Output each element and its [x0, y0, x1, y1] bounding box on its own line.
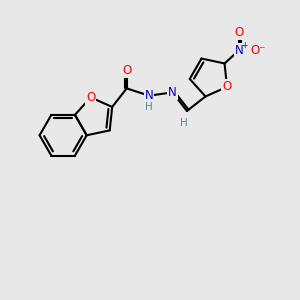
Text: O: O	[222, 80, 232, 93]
Text: H: H	[145, 102, 153, 112]
Text: H: H	[179, 118, 187, 128]
Text: N: N	[145, 89, 154, 102]
Text: O: O	[86, 91, 95, 104]
Text: O⁻: O⁻	[250, 44, 266, 56]
Text: N: N	[235, 44, 244, 56]
Text: N: N	[168, 86, 177, 99]
Text: O: O	[122, 64, 131, 76]
Text: +: +	[241, 40, 248, 50]
Text: O: O	[235, 26, 244, 39]
